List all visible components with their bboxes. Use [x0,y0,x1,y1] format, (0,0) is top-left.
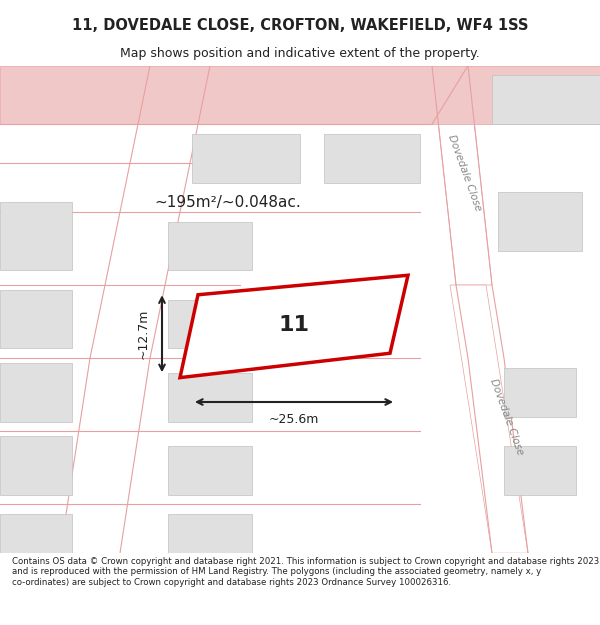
Text: ~12.7m: ~12.7m [137,309,150,359]
Bar [0,363,72,421]
Bar [192,134,300,182]
Text: Map shows position and indicative extent of the property.: Map shows position and indicative extent… [120,48,480,60]
Text: Dovedale Close: Dovedale Close [488,377,526,456]
Text: 11, DOVEDALE CLOSE, CROFTON, WAKEFIELD, WF4 1SS: 11, DOVEDALE CLOSE, CROFTON, WAKEFIELD, … [72,18,528,33]
Bar [504,446,576,494]
Bar [0,436,72,494]
Text: Contains OS data © Crown copyright and database right 2021. This information is : Contains OS data © Crown copyright and d… [12,557,599,586]
Bar [168,222,252,271]
Bar [0,514,72,553]
Bar [492,76,600,124]
Bar [0,290,72,348]
Polygon shape [432,66,492,285]
Bar [168,372,252,421]
Text: Dovedale Close: Dovedale Close [446,133,484,212]
Polygon shape [180,275,408,378]
Bar [0,202,72,271]
Text: ~195m²/~0.048ac.: ~195m²/~0.048ac. [155,194,301,209]
Bar [498,192,582,251]
Bar [168,299,252,348]
Bar [504,368,576,417]
Bar [324,134,420,182]
Text: 11: 11 [278,315,310,335]
Text: ~25.6m: ~25.6m [269,412,319,426]
Bar [168,446,252,494]
Polygon shape [450,285,528,553]
Bar [168,514,252,553]
Polygon shape [0,66,600,124]
